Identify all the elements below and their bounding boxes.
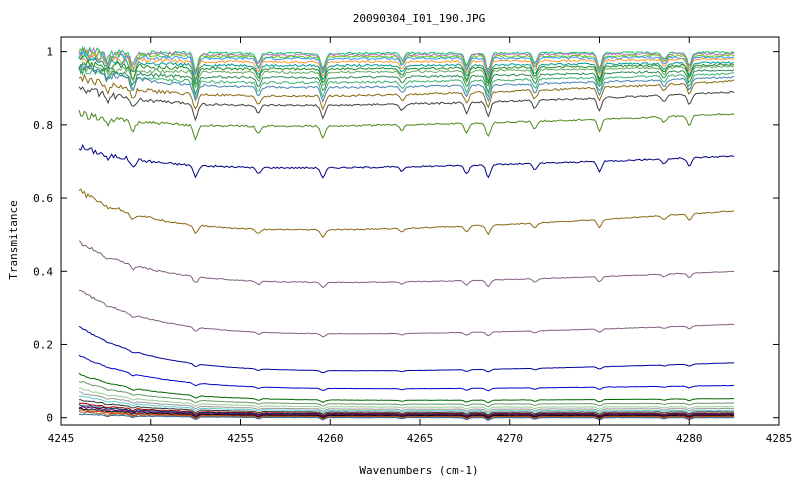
x-tick-label: 4260 <box>317 432 344 445</box>
series-line <box>78 86 735 122</box>
y-tick-label: 0.6 <box>33 192 53 205</box>
series-line <box>79 399 735 416</box>
series-line <box>78 188 735 238</box>
series-group <box>78 45 735 421</box>
series-line <box>78 143 735 179</box>
y-axis-label: Transmitance <box>7 200 20 279</box>
series-line <box>78 240 735 289</box>
series-line <box>78 381 735 408</box>
x-tick-label: 4250 <box>138 432 165 445</box>
x-tick-label: 4275 <box>586 432 613 445</box>
x-tick-label: 4280 <box>676 432 703 445</box>
series-line <box>78 413 735 421</box>
series-line <box>78 46 735 75</box>
plot-area <box>78 45 735 421</box>
series-line <box>78 406 735 419</box>
y-tick-label: 0.8 <box>33 119 53 132</box>
series-line <box>78 372 735 404</box>
y-tick-label: 0.4 <box>33 265 53 278</box>
series-line <box>78 407 735 419</box>
y-tick-label: 1 <box>46 46 53 59</box>
series-line <box>78 109 735 141</box>
series-line <box>78 402 735 417</box>
series-line <box>78 289 735 338</box>
x-tick-label: 4285 <box>766 432 793 445</box>
series-line <box>78 62 735 89</box>
series-line <box>78 325 735 374</box>
series-line <box>78 58 735 86</box>
series-line <box>78 50 735 78</box>
series-line <box>78 66 735 100</box>
series-line <box>78 66 735 96</box>
x-tick-label: 4245 <box>48 432 75 445</box>
x-tick-label: 4255 <box>227 432 254 445</box>
y-axis: 0 0.2 0.4 0.6 0.8 1 <box>33 46 779 425</box>
series-line <box>78 73 735 111</box>
x-axis: 4245 4250 4255 4260 4265 4270 4275 4280 4285 <box>48 37 793 445</box>
series-line <box>78 391 735 413</box>
y-tick-label: 0.2 <box>33 338 53 351</box>
series-line <box>78 395 735 414</box>
x-axis-label: Wavenumbers (cm-1) <box>359 464 478 477</box>
x-tick-label: 4265 <box>407 432 434 445</box>
y-tick-label: 0 <box>46 412 53 425</box>
x-tick-label: 4270 <box>497 432 524 445</box>
series-line <box>78 410 735 421</box>
series-line <box>78 54 735 84</box>
chart-title: 20090304_I01_190.JPG <box>353 12 485 25</box>
series-line <box>78 63 735 103</box>
series-line <box>78 387 735 411</box>
series-line <box>78 53 735 80</box>
series-line <box>78 354 735 392</box>
